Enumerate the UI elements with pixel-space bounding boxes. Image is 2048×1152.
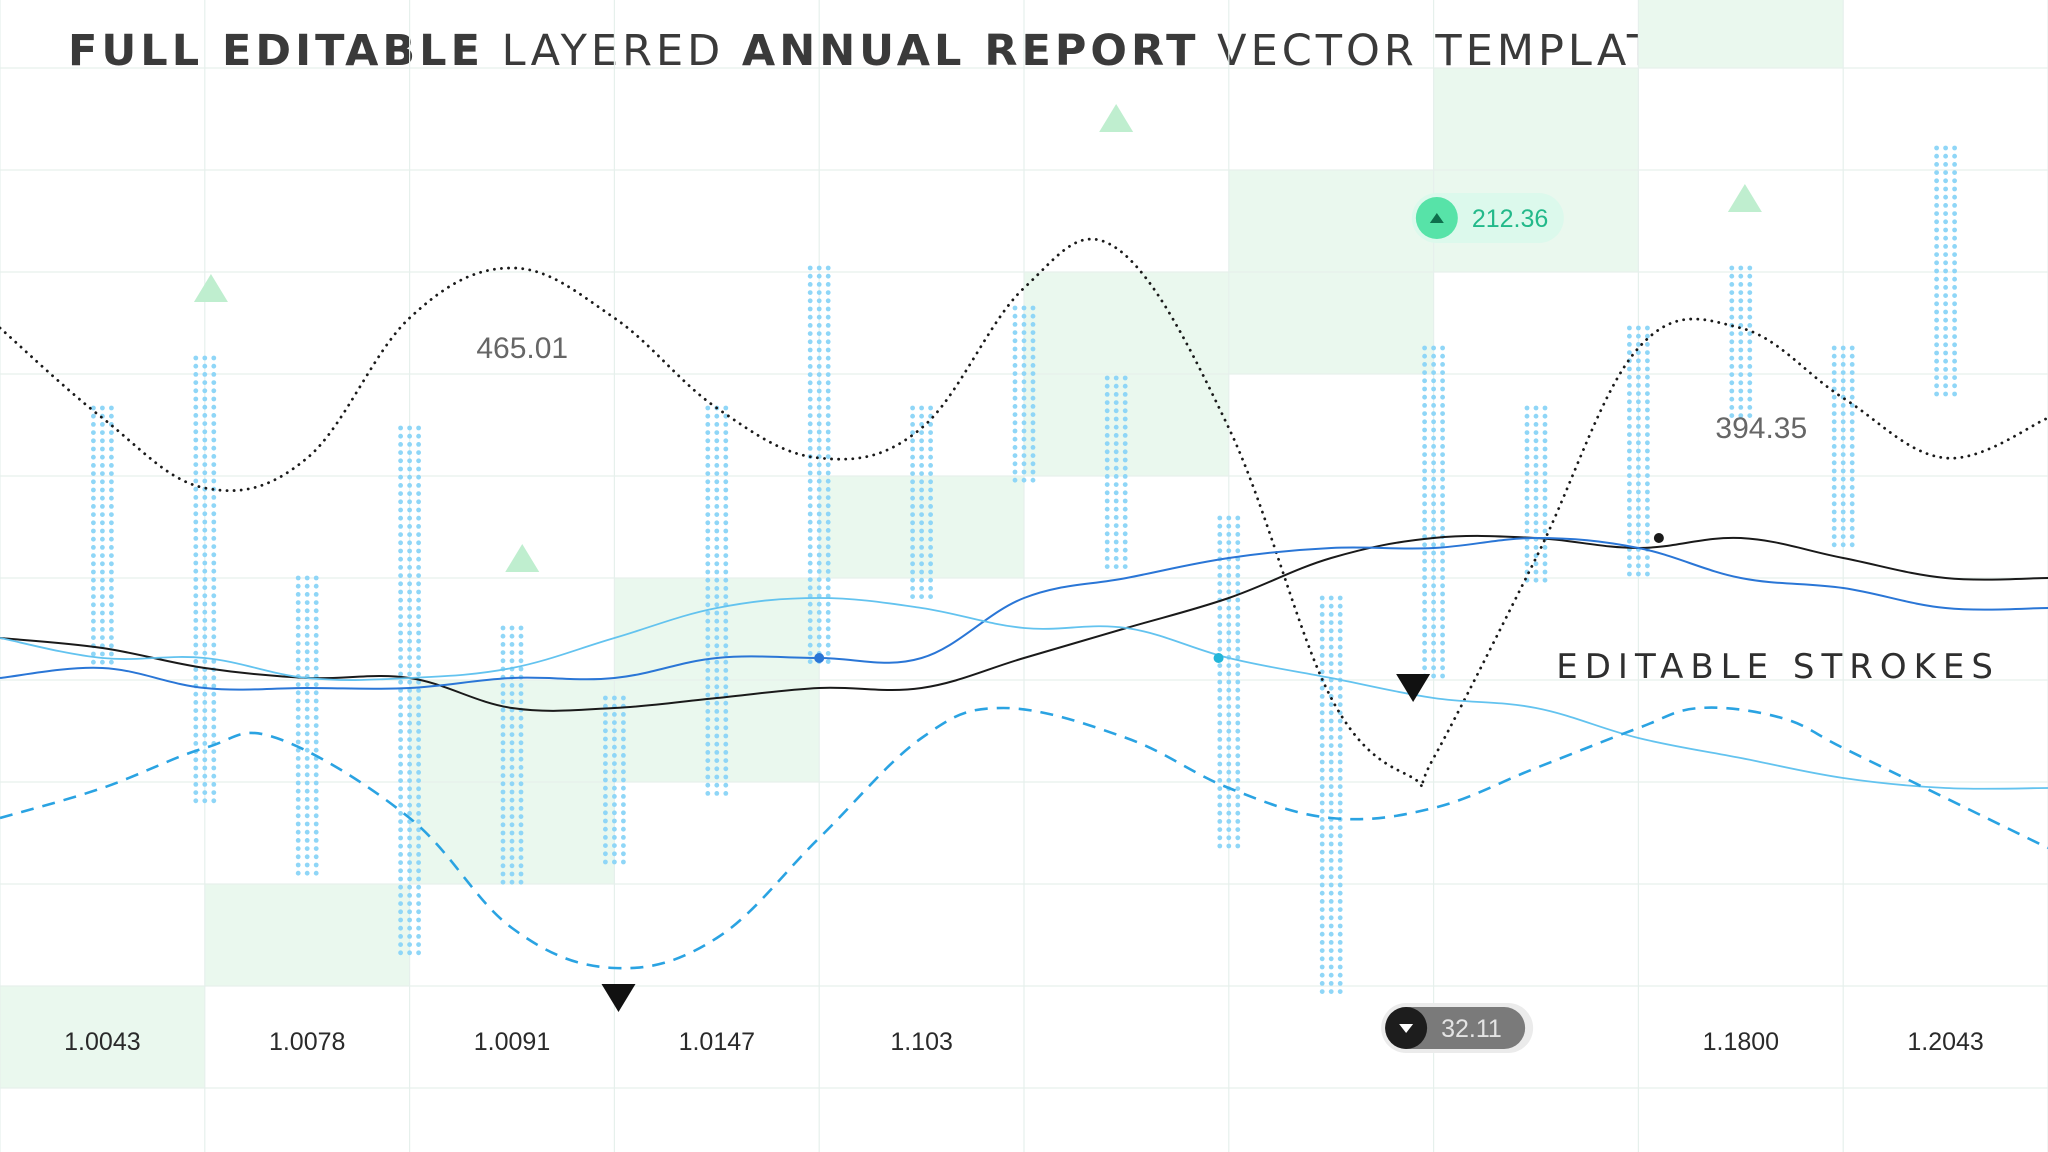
x-tick-label: 1.2043 xyxy=(1907,1028,1983,1056)
dot-bar xyxy=(1104,375,1128,569)
dot-bar xyxy=(1934,145,1957,397)
dot-bar xyxy=(500,625,524,885)
series-layer xyxy=(0,237,2048,970)
badge-down: 32.11 xyxy=(1381,1003,1534,1053)
dot-bar xyxy=(1422,345,1445,679)
highlight-cell xyxy=(409,680,615,782)
highlight-cell xyxy=(204,884,410,986)
highlight-cell xyxy=(1433,68,1639,170)
dot-bar xyxy=(1729,265,1753,418)
callout-label: 465.01 xyxy=(476,332,568,365)
dot-bar xyxy=(1627,325,1650,577)
markers-layer: 212.36 32.11 xyxy=(193,104,1762,1053)
arrow-up-icon xyxy=(1429,213,1444,223)
x-tick-label: 1.0043 xyxy=(64,1028,140,1056)
series-line-dashed xyxy=(0,706,2048,970)
down-marker-triangle xyxy=(601,984,636,1012)
highlight-cell xyxy=(0,986,205,1088)
dot-bar xyxy=(398,425,421,956)
series-point xyxy=(1653,533,1664,543)
dot-bar xyxy=(295,575,319,876)
x-tick-label: 1.0147 xyxy=(679,1028,755,1056)
dot-bar xyxy=(1524,405,1548,583)
up-marker-triangle xyxy=(505,544,540,572)
highlight-cell xyxy=(1228,170,1434,272)
dot-bar xyxy=(193,355,217,804)
series-line-light-blue xyxy=(0,597,2048,790)
dot-bar xyxy=(910,405,933,599)
dot-bars-layer xyxy=(91,145,1957,994)
series-line-black xyxy=(0,534,2048,712)
up-marker-triangle xyxy=(1727,184,1762,212)
series-point xyxy=(1213,653,1224,663)
series-line-dotted xyxy=(0,237,2048,789)
callout-label: 394.35 xyxy=(1715,412,1807,445)
dot-bar xyxy=(91,405,114,665)
dot-bar xyxy=(807,265,831,664)
dot-bar xyxy=(1217,515,1241,849)
badge-value: 32.11 xyxy=(1441,1015,1502,1043)
labels-layer: EDITABLE STROKES 465.01 394.35 1.0043 1.007… xyxy=(64,332,2000,1056)
arrow-down-icon xyxy=(1399,1024,1414,1033)
badge-up: 212.36 xyxy=(1411,193,1564,243)
highlight-cell xyxy=(1638,0,1844,68)
series-point xyxy=(814,653,825,663)
highlight-cell xyxy=(1024,272,1229,374)
dot-bar xyxy=(1831,345,1855,548)
badge-value: 212.36 xyxy=(1472,205,1548,233)
x-tick-label: 1.1800 xyxy=(1703,1028,1779,1056)
up-marker-triangle xyxy=(1099,104,1134,132)
annotation-label: EDITABLE STROKES xyxy=(1556,647,2000,687)
dot-bar xyxy=(705,405,729,796)
x-tick-label: 1.0078 xyxy=(269,1028,345,1056)
series-line-blue xyxy=(0,536,2048,691)
dot-bar xyxy=(1319,595,1343,994)
highlight-cell xyxy=(819,476,1024,578)
dot-bar xyxy=(1012,305,1036,483)
x-tick-label: 1.0091 xyxy=(474,1028,550,1056)
highlight-cell xyxy=(1228,272,1434,374)
x-tick-label: 1.103 xyxy=(890,1028,953,1056)
down-marker-triangle xyxy=(1396,674,1431,702)
up-marker-triangle xyxy=(193,274,228,302)
dot-bar xyxy=(603,695,626,865)
